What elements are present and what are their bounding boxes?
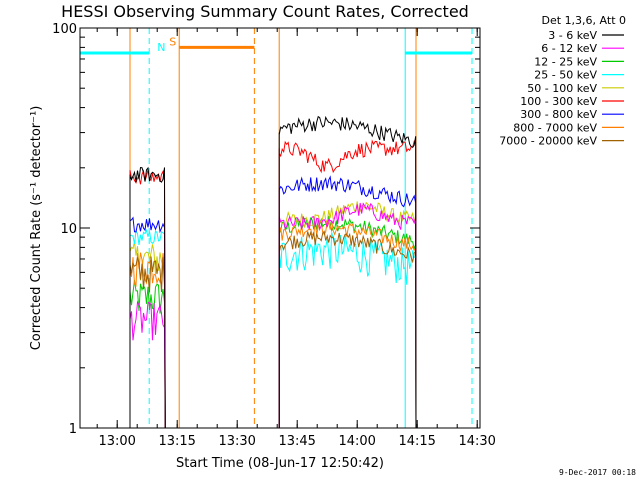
chart-title: HESSI Observing Summary Count Rates, Cor… — [61, 2, 469, 21]
series-7-segment-0 — [129, 252, 166, 429]
series-0-segment-1 — [278, 115, 417, 429]
x-tick-label-2: 13:30 — [218, 434, 255, 449]
series-8 — [129, 230, 417, 429]
series-6-segment-0 — [129, 216, 166, 429]
series-3 — [129, 228, 417, 429]
legend-entry-7: 800 - 7000 keV — [513, 121, 597, 134]
legend-entry-1: 6 - 12 keV — [541, 42, 597, 55]
legend-entry-3: 25 - 50 keV — [534, 69, 597, 82]
series-2-segment-0 — [129, 280, 166, 429]
y-tick-label-1: 10 — [60, 222, 77, 237]
y-tick-label-0: 1 — [69, 422, 77, 437]
legend-entry-4: 50 - 100 keV — [527, 82, 597, 95]
flag-label-N: N — [157, 41, 165, 54]
series-8-segment-1 — [278, 230, 417, 429]
legend-entry-5: 100 - 300 keV — [520, 95, 597, 108]
series-3-segment-1 — [278, 232, 417, 429]
x-tick-label-6: 14:30 — [458, 434, 495, 449]
legend-entry-2: 12 - 25 keV — [534, 55, 597, 68]
series-0-segment-0 — [129, 166, 166, 429]
series-7 — [129, 219, 417, 429]
x-tick-label-3: 13:45 — [278, 434, 315, 449]
series-0 — [129, 115, 417, 429]
legend-title: Det 1,3,6, Att 0 — [542, 14, 626, 27]
x-tick-label-5: 14:15 — [398, 434, 435, 449]
series-3-segment-0 — [129, 228, 166, 429]
series-1-segment-1 — [278, 202, 417, 429]
series-6 — [129, 175, 417, 429]
flag-label-S: S — [169, 35, 176, 48]
x-axis-label: Start Time (08-Jun-17 12:50:42) — [176, 456, 384, 471]
series-6-segment-1 — [278, 175, 417, 429]
series-1 — [129, 202, 417, 429]
series-7-segment-1 — [278, 219, 417, 429]
y-axis-label: Corrected Count Rate (s⁻¹ detector⁻¹) — [29, 106, 44, 351]
series-1-segment-0 — [129, 300, 166, 429]
series-4-segment-0 — [129, 241, 166, 429]
legend-entry-8: 7000 - 20000 keV — [499, 135, 597, 148]
legend-entry-6: 300 - 800 keV — [520, 108, 597, 121]
x-tick-label-4: 14:00 — [338, 434, 375, 449]
series-5-segment-1 — [278, 139, 417, 429]
timestamp: 9-Dec-2017 00:18 — [559, 468, 636, 477]
y-tick-label-2: 100 — [52, 22, 77, 37]
legend-entry-0: 3 - 6 keV — [548, 29, 597, 42]
x-tick-label-0: 13:00 — [98, 434, 135, 449]
series-8-segment-0 — [129, 256, 166, 429]
x-tick-label-1: 13:15 — [158, 434, 195, 449]
